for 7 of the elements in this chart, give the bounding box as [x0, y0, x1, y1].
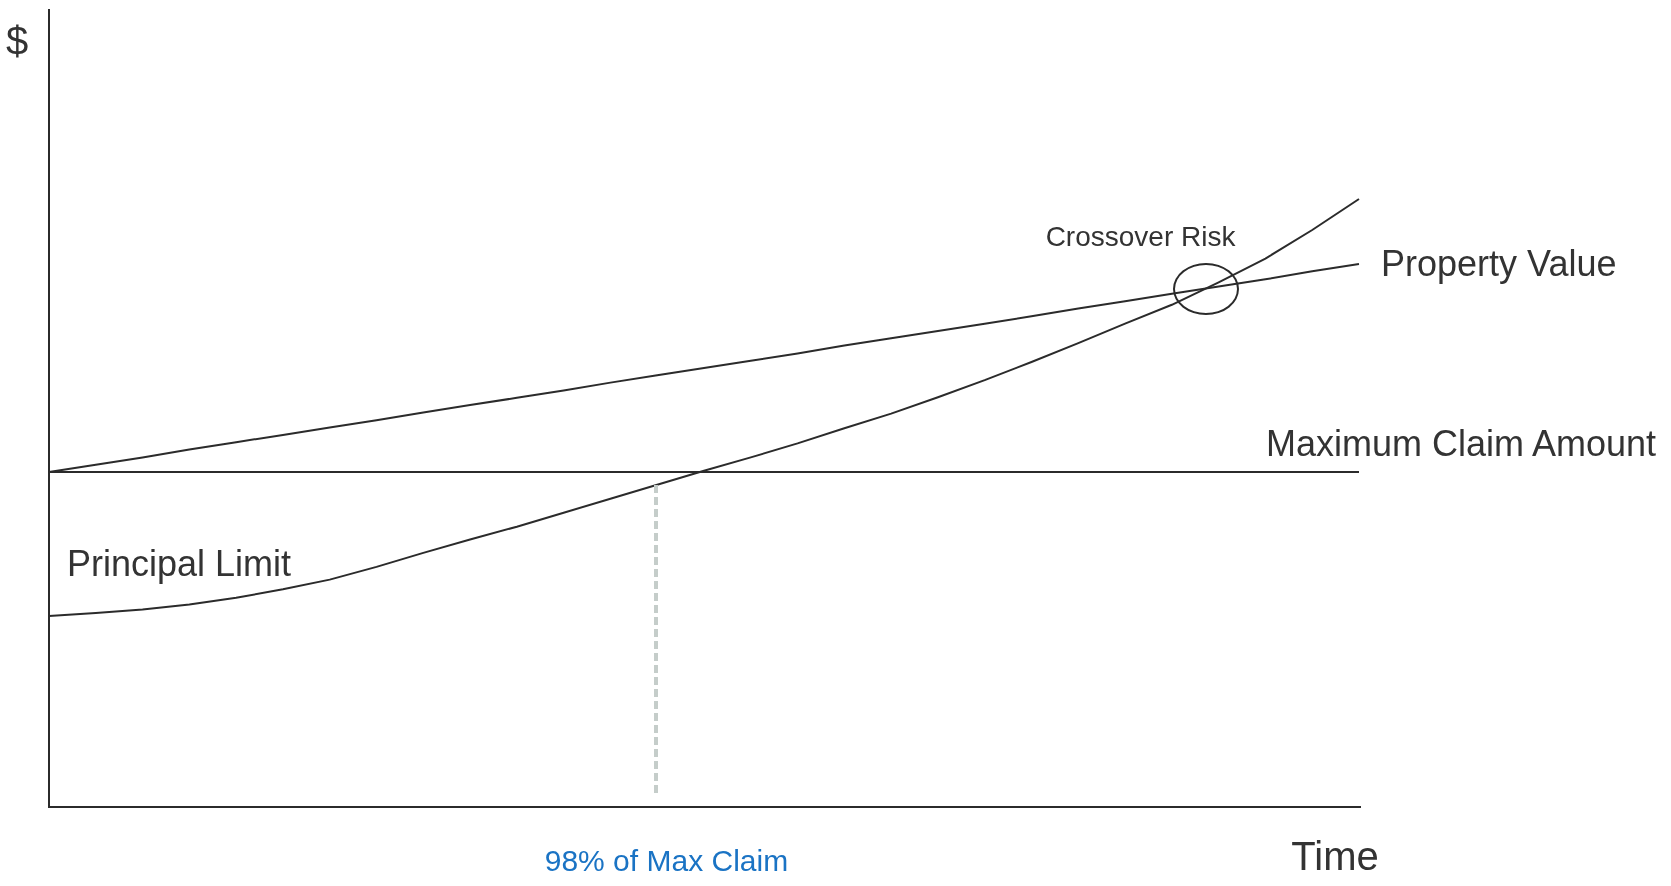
y-axis-title: $ — [5, 19, 29, 63]
text: 98% of Max Claim — [544, 844, 789, 877]
annotation: Crossover Risk — [1045, 220, 1236, 252]
x-axis-title: Time — [1291, 834, 1379, 878]
series-label: Principal Limit — [67, 543, 292, 585]
series-label: Maximum Claim Amount — [1265, 422, 1656, 464]
series-label: Property Value — [1381, 243, 1617, 285]
